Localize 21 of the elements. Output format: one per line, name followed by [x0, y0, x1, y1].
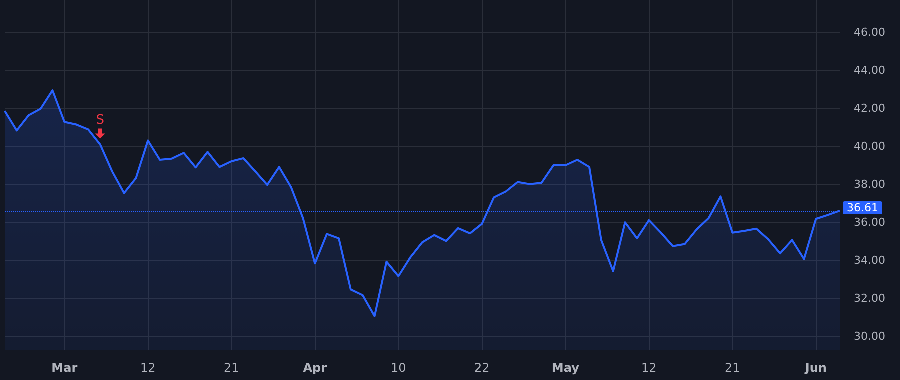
y-tick-label: 38.00	[854, 178, 886, 192]
annotation: S	[96, 112, 105, 128]
y-tick-label: 46.00	[854, 26, 886, 39]
x-tick-label: 10	[391, 361, 406, 375]
y-tick-label: 36.00	[854, 216, 886, 230]
x-tick-label: 12	[642, 361, 657, 375]
y-tick-label: 44.00	[854, 64, 886, 77]
x-tick-label: May	[552, 361, 580, 375]
y-tick-label: 34.00	[854, 254, 886, 268]
x-tick-label: Mar	[52, 361, 78, 375]
x-tick-label: Apr	[303, 361, 328, 375]
x-tick-label: 21	[224, 361, 240, 375]
y-tick-label: 40.00	[854, 140, 886, 153]
y-tick-label: 30.00	[854, 330, 886, 344]
x-tick-label: 12	[140, 361, 156, 375]
y-tick-label: 32.00	[854, 292, 886, 306]
x-tick-label: 21	[725, 361, 740, 375]
ref-line-label: 36.61	[847, 201, 878, 214]
x-tick-label: Jun	[804, 361, 827, 375]
y-tick-label: 42.00	[854, 102, 886, 115]
x-tick-label: 22	[474, 361, 490, 375]
